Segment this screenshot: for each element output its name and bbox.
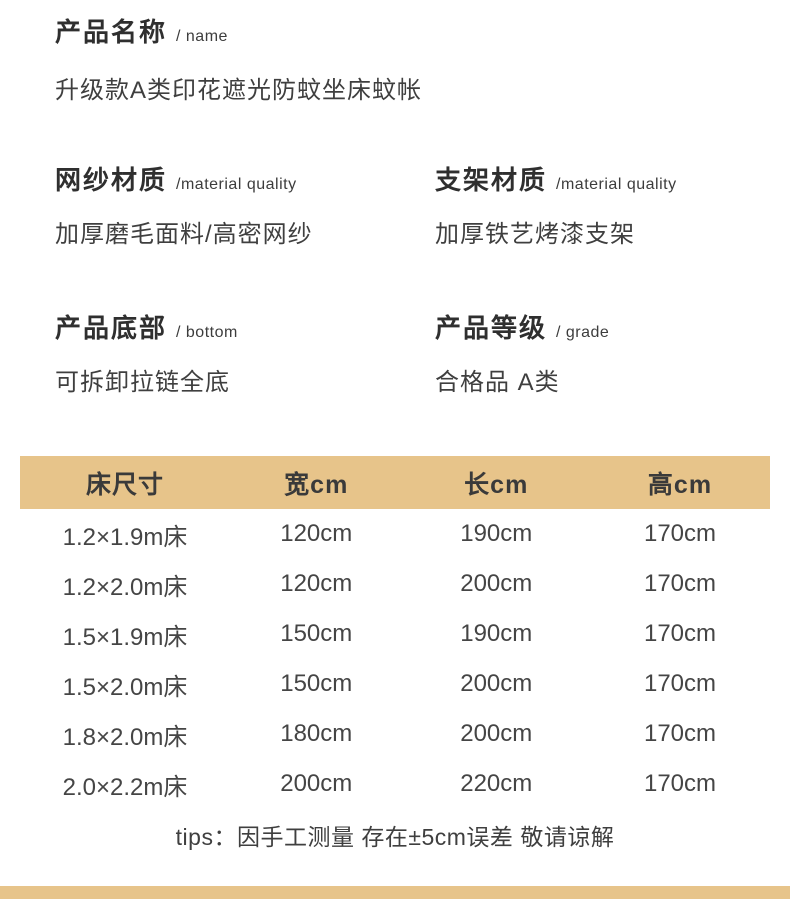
height-cell: 170cm: [643, 570, 717, 597]
product-name-value: 升级款A类印花遮光防蚊坐床蚊帐: [55, 77, 423, 104]
height-cell: 170cm: [643, 620, 717, 647]
header-height: 高cm: [647, 470, 713, 499]
table-row: 1.2×1.9m床 120cm 190cm 170cm: [20, 509, 770, 559]
length-cell: 190cm: [460, 520, 533, 547]
grade-value: 合格品 A类: [435, 369, 560, 396]
table-row: 1.8×2.0m床 180cm 200cm 170cm: [20, 709, 770, 759]
frame-material-label: 支架材质: [435, 165, 548, 195]
table-row: 1.5×2.0m床 150cm 200cm 170cm: [20, 659, 770, 709]
table-row: 1.2×2.0m床 120cm 200cm 170cm: [20, 559, 770, 609]
header-bed-size: 床尺寸: [85, 470, 164, 499]
spec-item-grade: 产品等级 / grade 合格品 A类: [435, 312, 750, 400]
spec-item-frame-material: 支架材质 /material quality 加厚铁艺烤漆支架: [435, 164, 750, 252]
height-cell: 170cm: [643, 720, 717, 747]
measurement-tips: tips：因手工测量 存在±5cm误差 敬请谅解: [175, 824, 615, 850]
bed-size-table: 床尺寸 宽cm 长cm 高cm 1.2×1.9m床 120cm 190cm 17…: [20, 456, 770, 809]
width-cell: 200cm: [280, 770, 353, 797]
length-cell: 220cm: [460, 770, 533, 797]
length-cell: 200cm: [460, 720, 533, 747]
bed-size-cell: 2.0×2.2m床: [62, 773, 188, 801]
width-cell: 150cm: [280, 670, 353, 697]
product-spec-sheet: 产品名称 / name 升级款A类印花遮光防蚊坐床蚊帐 网纱材质 /materi…: [0, 0, 790, 400]
grade-label-en: / grade: [556, 324, 610, 341]
bed-size-cell: 1.5×2.0m床: [62, 673, 188, 701]
bottom-accent-bar: [0, 886, 790, 899]
length-cell: 200cm: [460, 670, 533, 697]
bottom-label: 产品底部: [55, 313, 168, 343]
frame-material-label-en: /material quality: [556, 176, 677, 193]
product-name-label-en: / name: [176, 28, 228, 45]
length-cell: 190cm: [460, 620, 533, 647]
spec-row-bottom-grade: 产品底部 / bottom 可拆卸拉链全底 产品等级 / grade 合格品 A…: [55, 312, 750, 400]
mesh-material-value: 加厚磨毛面料/高密网纱: [55, 221, 313, 248]
product-name-label: 产品名称: [55, 17, 168, 47]
length-cell: 200cm: [460, 570, 533, 597]
bed-size-cell: 1.8×2.0m床: [62, 723, 188, 751]
grade-label: 产品等级: [435, 313, 548, 343]
frame-material-value: 加厚铁艺烤漆支架: [435, 221, 635, 248]
size-table-header: 床尺寸 宽cm 长cm 高cm: [20, 456, 770, 509]
width-cell: 120cm: [280, 570, 353, 597]
product-name-heading: 产品名称 / name: [55, 16, 750, 48]
bed-size-cell: 1.5×1.9m床: [62, 623, 188, 651]
spec-item-bottom: 产品底部 / bottom 可拆卸拉链全底: [55, 312, 435, 400]
bed-size-cell: 1.2×2.0m床: [62, 573, 188, 601]
mesh-material-label-en: /material quality: [176, 176, 297, 193]
height-cell: 170cm: [643, 670, 717, 697]
width-cell: 180cm: [280, 720, 353, 747]
height-cell: 170cm: [643, 770, 717, 797]
header-width: 宽cm: [284, 470, 349, 499]
height-cell: 170cm: [643, 520, 717, 547]
width-cell: 150cm: [280, 620, 353, 647]
width-cell: 120cm: [280, 520, 353, 547]
header-length: 长cm: [464, 470, 529, 499]
bottom-value: 可拆卸拉链全底: [55, 369, 230, 396]
bottom-label-en: / bottom: [176, 324, 238, 341]
mesh-material-label: 网纱材质: [55, 165, 168, 195]
spec-item-mesh-material: 网纱材质 /material quality 加厚磨毛面料/高密网纱: [55, 164, 435, 252]
bed-size-cell: 1.2×1.9m床: [62, 523, 188, 551]
spec-row-materials: 网纱材质 /material quality 加厚磨毛面料/高密网纱 支架材质 …: [55, 164, 750, 252]
table-row: 1.5×1.9m床 150cm 190cm 170cm: [20, 609, 770, 659]
table-row: 2.0×2.2m床 200cm 220cm 170cm: [20, 759, 770, 809]
